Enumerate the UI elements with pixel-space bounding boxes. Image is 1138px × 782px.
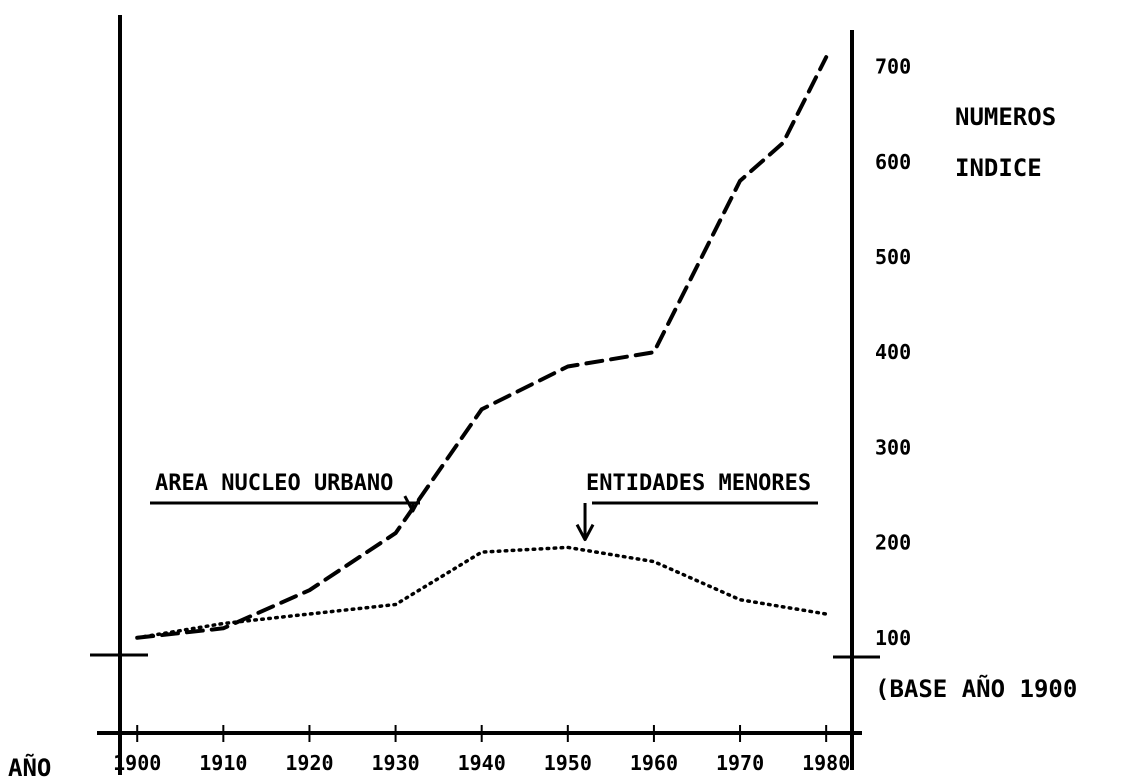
x-tick-label: 1910 bbox=[199, 751, 247, 775]
y-tick-label: 700 bbox=[875, 55, 911, 79]
y-axis-title-line-1: NUMEROS bbox=[955, 103, 1056, 131]
y-tick-label: 600 bbox=[875, 150, 911, 174]
x-tick-label: 1970 bbox=[716, 751, 764, 775]
nucleo-urbano-series-line bbox=[135, 55, 829, 640]
x-tick-label: 1930 bbox=[371, 751, 419, 775]
entidades-menores-annotation-label: ENTIDADES MENORES bbox=[586, 471, 811, 496]
x-axis-title: AÑO bbox=[8, 753, 51, 782]
y-tick-label: 400 bbox=[875, 340, 911, 364]
y-tick-label: 100 bbox=[875, 626, 911, 650]
nucleo-urbano-annotation-label: AREA NUCLEO URBANO bbox=[155, 471, 393, 496]
x-tick-label: 1980 bbox=[802, 751, 850, 775]
entidades-menores-annotation-arrow-head bbox=[575, 523, 595, 542]
y-tick-label: 300 bbox=[875, 435, 911, 459]
y-tick-label: 500 bbox=[875, 245, 911, 269]
x-tick-label: 1950 bbox=[544, 751, 592, 775]
x-tick-label: 1900 bbox=[113, 751, 161, 775]
x-tick-label: 1960 bbox=[630, 751, 678, 775]
y-tick-label: 200 bbox=[875, 531, 911, 555]
x-tick-label: 1920 bbox=[285, 751, 333, 775]
x-tick-label: 1940 bbox=[458, 751, 506, 775]
entidades-menores-series-line bbox=[135, 545, 828, 640]
base-year-note: (BASE AÑO 1900 bbox=[875, 674, 1077, 703]
nucleo-urbano-annotation-arrow-head bbox=[403, 495, 423, 513]
y-axis-title-line-2: INDICE bbox=[955, 154, 1042, 182]
